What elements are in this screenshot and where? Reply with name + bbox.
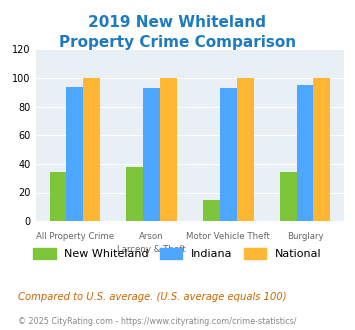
Text: Arson: Arson xyxy=(139,232,164,241)
Text: Burglary: Burglary xyxy=(287,232,323,241)
Bar xyxy=(160,78,177,221)
Bar xyxy=(237,78,253,221)
Text: 2019 New Whiteland: 2019 New Whiteland xyxy=(88,15,267,30)
Text: Larceny & Theft: Larceny & Theft xyxy=(117,245,186,254)
Bar xyxy=(83,78,100,221)
Bar xyxy=(220,88,237,221)
Text: Property Crime Comparison: Property Crime Comparison xyxy=(59,35,296,50)
Bar xyxy=(66,87,83,221)
Bar xyxy=(280,173,296,221)
Bar xyxy=(143,88,160,221)
Legend: New Whiteland, Indiana, National: New Whiteland, Indiana, National xyxy=(29,243,326,263)
Bar xyxy=(126,167,143,221)
Bar xyxy=(50,173,66,221)
Bar xyxy=(296,85,313,221)
Text: © 2025 CityRating.com - https://www.cityrating.com/crime-statistics/: © 2025 CityRating.com - https://www.city… xyxy=(18,317,296,326)
Bar xyxy=(203,200,220,221)
Text: Motor Vehicle Theft: Motor Vehicle Theft xyxy=(186,232,270,241)
Text: Compared to U.S. average. (U.S. average equals 100): Compared to U.S. average. (U.S. average … xyxy=(18,292,286,302)
Bar xyxy=(313,78,330,221)
Text: All Property Crime: All Property Crime xyxy=(36,232,114,241)
